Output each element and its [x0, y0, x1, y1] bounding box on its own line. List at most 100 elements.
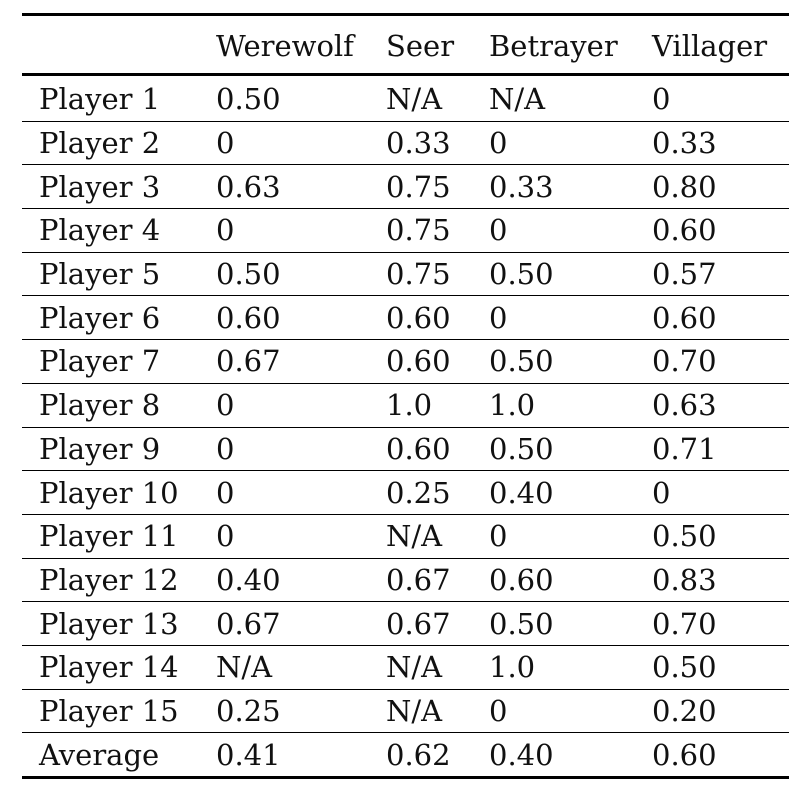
cell-werewolf: 0.50 [216, 74, 386, 122]
table-row: Player 10 0 0.25 0.40 0 [22, 470, 789, 515]
table-row: Player 14 N/A N/A 1.0 0.50 [22, 645, 789, 690]
cell-villager: 0.57 [652, 252, 789, 297]
cell-werewolf: 0 [216, 383, 386, 428]
cell-player: Player 1 [22, 74, 216, 122]
cell-seer: N/A [386, 514, 489, 559]
cell-seer: 0.60 [386, 295, 489, 341]
cell-betrayer: 1.0 [489, 645, 652, 690]
header-cell-seer: Seer [386, 29, 455, 63]
cell-player: Player 3 [22, 164, 216, 210]
cell-werewolf: 0 [216, 427, 386, 472]
cell-player: Player 5 [22, 252, 216, 297]
cell-betrayer: 0 [489, 121, 652, 166]
cell-werewolf: 0.60 [216, 295, 386, 341]
cell-player: Player 10 [22, 470, 216, 515]
cell-betrayer: 0 [489, 208, 652, 253]
cell-werewolf: N/A [216, 645, 386, 690]
cell-player: Player 14 [22, 645, 216, 690]
cell-betrayer: 0 [489, 514, 652, 559]
cell-werewolf: 0.25 [216, 689, 386, 734]
cell-villager: 0.50 [652, 645, 789, 690]
table-row: Average 0.41 0.62 0.40 0.60 [22, 732, 789, 779]
header-row: Werewolf Seer Betrayer Villager [22, 14, 789, 75]
cell-seer: 0.75 [386, 252, 489, 297]
table-row: Player 8 0 1.0 1.0 0.63 [22, 383, 789, 428]
cell-villager: 0.33 [652, 121, 789, 166]
cell-player: Player 12 [22, 558, 216, 603]
cell-betrayer: 1.0 [489, 383, 652, 428]
cell-player: Player 2 [22, 121, 216, 166]
cell-villager: 0.80 [652, 164, 789, 210]
table-row: Player 2 0 0.33 0 0.33 [22, 121, 789, 166]
cell-seer: 0.25 [386, 470, 489, 515]
cell-werewolf: 0 [216, 470, 386, 515]
cell-werewolf: 0.41 [216, 732, 386, 779]
cell-seer: 0.67 [386, 558, 489, 603]
table-row: Player 1 0.50 N/A N/A 0 [22, 74, 789, 122]
cell-player: Player 6 [22, 295, 216, 341]
cell-player: Player 15 [22, 689, 216, 734]
cell-villager: 0.20 [652, 689, 789, 734]
cell-seer: 1.0 [386, 383, 489, 428]
cell-player: Player 13 [22, 601, 216, 646]
cell-player: Player 8 [22, 383, 216, 428]
cell-villager: 0.60 [652, 295, 789, 341]
cell-werewolf: 0.50 [216, 252, 386, 297]
header-cell-villager: Villager [652, 29, 768, 63]
table-row: Player 3 0.63 0.75 0.33 0.80 [22, 164, 789, 210]
header-cell-werewolf: Werewolf [216, 29, 354, 63]
cell-werewolf: 0.40 [216, 558, 386, 603]
table-row: Player 4 0 0.75 0 0.60 [22, 208, 789, 253]
cell-player: Player 11 [22, 514, 216, 559]
results-table: Werewolf Seer Betrayer Villager Player 1… [22, 13, 789, 779]
cell-werewolf: 0 [216, 514, 386, 559]
cell-werewolf: 0.67 [216, 339, 386, 384]
cell-villager: 0.71 [652, 427, 789, 472]
cell-seer: 0.60 [386, 427, 489, 472]
table-row: Player 6 0.60 0.60 0 0.60 [22, 295, 789, 341]
cell-seer: 0.62 [386, 732, 489, 779]
table-body: Player 1 0.50 N/A N/A 0 Player 2 0 0.33 0 0.33 Pla… [22, 74, 789, 779]
cell-seer: 0.33 [386, 121, 489, 166]
cell-player: Player 7 [22, 339, 216, 384]
table-row: Player 7 0.67 0.60 0.50 0.70 [22, 339, 789, 384]
cell-betrayer: 0.40 [489, 470, 652, 515]
header-cell-betrayer: Betrayer [489, 29, 618, 63]
cell-betrayer: 0 [489, 295, 652, 341]
table-header: Werewolf Seer Betrayer Villager [22, 14, 789, 75]
cell-betrayer: 0.50 [489, 601, 652, 646]
cell-player: Average [22, 732, 216, 779]
cell-betrayer: 0.50 [489, 427, 652, 472]
cell-seer: N/A [386, 74, 489, 122]
cell-villager: 0.70 [652, 601, 789, 646]
cell-player: Player 4 [22, 208, 216, 253]
cell-villager: 0.50 [652, 514, 789, 559]
cell-seer: 0.67 [386, 601, 489, 646]
cell-betrayer: 0.50 [489, 252, 652, 297]
cell-betrayer: 0.33 [489, 164, 652, 210]
cell-seer: 0.75 [386, 164, 489, 210]
cell-betrayer: 0.40 [489, 732, 652, 779]
table-row: Player 11 0 N/A 0 0.50 [22, 514, 789, 559]
cell-player: Player 9 [22, 427, 216, 472]
header-cell-player [22, 15, 216, 75]
cell-villager: 0 [652, 74, 789, 122]
cell-seer: 0.60 [386, 339, 489, 384]
cell-betrayer: 0.60 [489, 558, 652, 603]
cell-werewolf: 0 [216, 208, 386, 253]
cell-betrayer: 0.50 [489, 339, 652, 384]
cell-seer: N/A [386, 689, 489, 734]
cell-villager: 0 [652, 470, 789, 515]
cell-werewolf: 0 [216, 121, 386, 166]
cell-betrayer: N/A [489, 74, 652, 122]
cell-werewolf: 0.63 [216, 164, 386, 210]
cell-betrayer: 0 [489, 689, 652, 734]
cell-villager: 0.70 [652, 339, 789, 384]
cell-villager: 0.60 [652, 732, 789, 779]
cell-villager: 0.60 [652, 208, 789, 253]
table-row: Player 13 0.67 0.67 0.50 0.70 [22, 601, 789, 646]
table-row: Player 5 0.50 0.75 0.50 0.57 [22, 252, 789, 297]
cell-villager: 0.63 [652, 383, 789, 428]
cell-werewolf: 0.67 [216, 601, 386, 646]
cell-seer: N/A [386, 645, 489, 690]
